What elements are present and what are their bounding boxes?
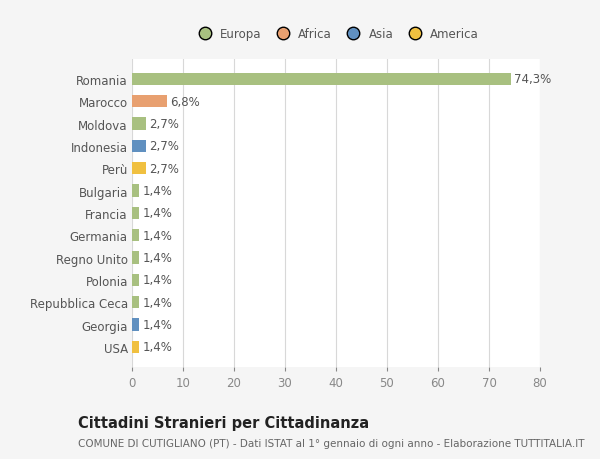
Bar [132, 297, 139, 308]
Bar [132, 73, 511, 86]
Text: 1,4%: 1,4% [142, 252, 172, 264]
Text: 6,8%: 6,8% [170, 95, 199, 108]
Text: 1,4%: 1,4% [142, 296, 172, 309]
Bar [132, 96, 167, 108]
Bar [132, 319, 139, 331]
Bar [132, 163, 146, 175]
Bar [132, 185, 139, 197]
Bar [132, 140, 146, 153]
Bar [132, 230, 139, 242]
Bar [132, 341, 139, 353]
Bar [132, 274, 139, 286]
Text: COMUNE DI CUTIGLIANO (PT) - Dati ISTAT al 1° gennaio di ogni anno - Elaborazione: COMUNE DI CUTIGLIANO (PT) - Dati ISTAT a… [78, 438, 584, 448]
Text: 1,4%: 1,4% [142, 319, 172, 331]
Bar [132, 207, 139, 219]
Text: 1,4%: 1,4% [142, 207, 172, 220]
Text: 1,4%: 1,4% [142, 274, 172, 287]
Text: 2,7%: 2,7% [149, 140, 179, 153]
Text: 1,4%: 1,4% [142, 185, 172, 198]
Legend: Europa, Africa, Asia, America: Europa, Africa, Asia, America [191, 26, 481, 43]
Text: 1,4%: 1,4% [142, 341, 172, 353]
Text: 2,7%: 2,7% [149, 118, 179, 131]
Text: Cittadini Stranieri per Cittadinanza: Cittadini Stranieri per Cittadinanza [78, 415, 369, 431]
Bar [132, 252, 139, 264]
Text: 2,7%: 2,7% [149, 162, 179, 175]
Bar [132, 118, 146, 130]
Text: 1,4%: 1,4% [142, 229, 172, 242]
Text: 74,3%: 74,3% [514, 73, 551, 86]
